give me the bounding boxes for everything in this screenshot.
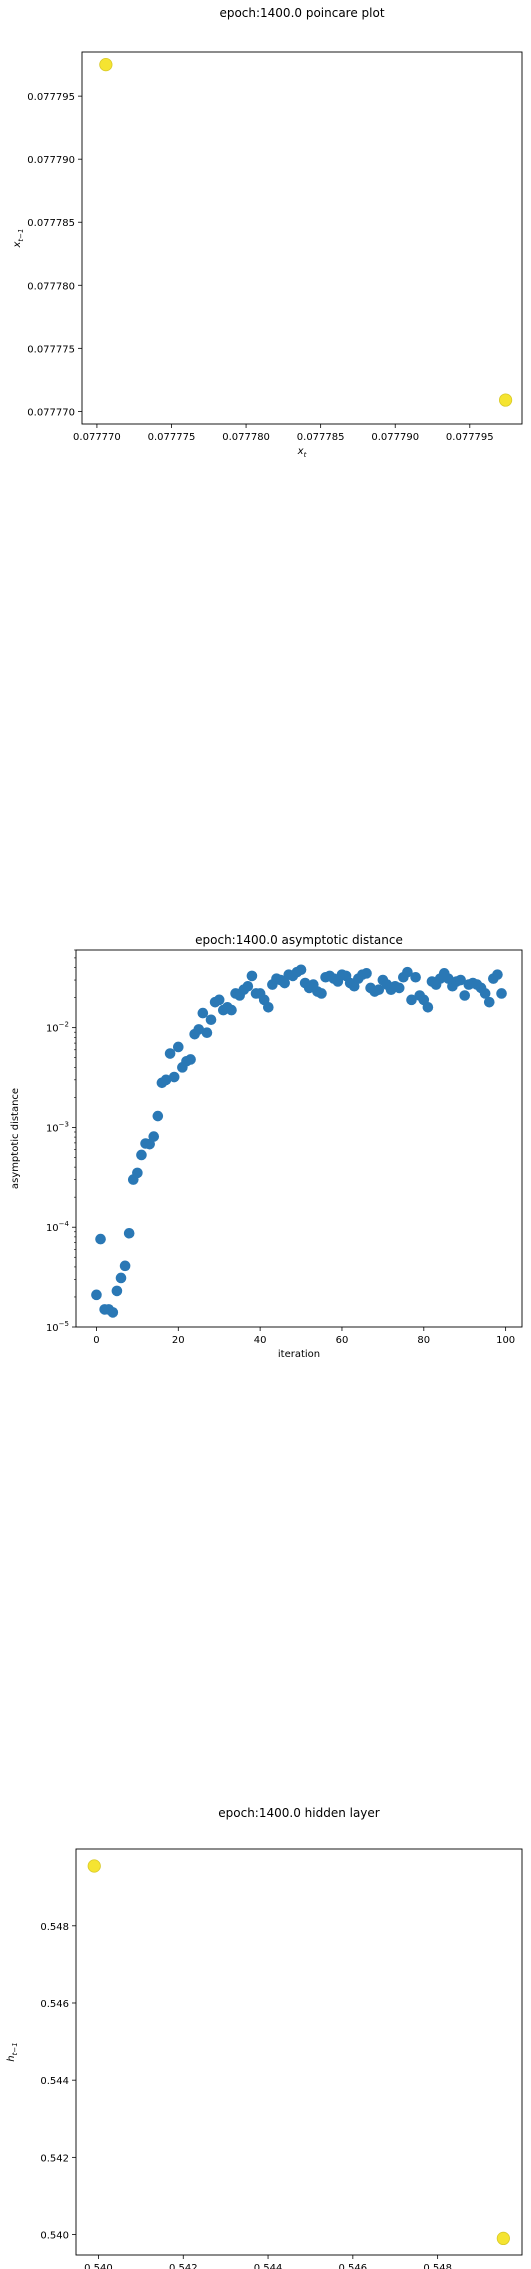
chart-3: epoch:1400.0 hidden layer 0.540 0.542 0.544… — [40, 1806, 523, 2269]
data-point — [115, 1272, 127, 1284]
y-tick-label: 0.077780 — [27, 281, 75, 292]
x-tick-label: 100 — [496, 1335, 515, 1346]
data-point — [316, 988, 327, 999]
x-tick-label: 0.544 — [254, 2263, 283, 2269]
data-point — [483, 996, 495, 1008]
y-axis-label: xt−1 — [12, 229, 25, 249]
data-point — [422, 1001, 434, 1013]
data-point — [152, 1110, 164, 1122]
x-tick-label: 0.077775 — [148, 432, 196, 443]
data-point — [132, 1167, 143, 1179]
data-point — [459, 990, 471, 1001]
x-tick-label: 80 — [417, 1335, 430, 1346]
data-point — [95, 1233, 106, 1245]
data-point — [213, 994, 225, 1006]
data-point — [295, 964, 307, 976]
y-tick-label: 0.077790 — [27, 155, 75, 166]
data-point — [136, 1149, 147, 1161]
chart-title: epoch:1400.0 poincare plot — [219, 6, 384, 20]
data-point — [111, 1285, 123, 1297]
data-point — [279, 977, 290, 989]
data-point — [492, 969, 503, 980]
data-point — [160, 1074, 172, 1086]
x-tick-label: 0.077770 — [73, 432, 121, 443]
data-point — [496, 2231, 510, 2246]
plot-frame — [75, 949, 523, 1328]
data-point — [197, 1007, 209, 1019]
x-tick-label: 0.540 — [84, 2263, 113, 2269]
y-tick-label: 10−2 — [46, 1021, 69, 1035]
data-point — [123, 1227, 135, 1239]
data-point — [107, 1307, 119, 1318]
chart-title: epoch:1400.0 hidden layer — [218, 1806, 380, 1820]
chart-title: epoch:1400.0 asymptotic distance — [195, 933, 403, 947]
y-tick-label: 0.077785 — [27, 218, 75, 229]
data-point — [373, 984, 385, 996]
data-point — [99, 58, 113, 72]
data-point — [119, 1260, 131, 1272]
y-tick-label: 0.548 — [40, 1922, 69, 1933]
x-tick-label: 0.542 — [169, 2263, 198, 2269]
x-tick-label: 60 — [336, 1335, 349, 1346]
data-point — [498, 393, 513, 407]
data-point — [246, 970, 258, 982]
data-point — [406, 994, 417, 1006]
x-tick-label: 0.548 — [423, 2263, 452, 2269]
data-point — [242, 980, 254, 992]
x-tick-label: 0.077795 — [446, 432, 494, 443]
data-point — [455, 974, 466, 986]
y-tick-label: 10−3 — [46, 1120, 69, 1134]
x-tick-label: 0.077785 — [297, 432, 345, 443]
y-tick-label: 0.544 — [40, 2076, 69, 2087]
x-tick-label: 0.546 — [339, 2263, 368, 2269]
data-point — [263, 1001, 274, 1013]
y-tick-label: 10−5 — [46, 1320, 69, 1334]
data-point — [496, 988, 507, 999]
data-point — [410, 971, 421, 983]
x-axis-label: xt — [297, 446, 307, 459]
y-tick-label: 0.546 — [40, 1999, 69, 2010]
y-tick-label: 0.542 — [40, 2153, 69, 2164]
data-point — [185, 1054, 196, 1065]
data-point — [201, 1027, 213, 1038]
y-tick-label: 0.077770 — [27, 407, 75, 418]
y-tick-label: 10−4 — [46, 1220, 70, 1234]
data-point — [361, 968, 372, 979]
x-tick-label: 40 — [254, 1335, 267, 1346]
data-point — [87, 1859, 101, 1873]
data-point — [226, 1004, 237, 1016]
data-point — [393, 982, 405, 994]
data-point — [172, 1041, 184, 1053]
x-tick-label: 0 — [93, 1335, 99, 1346]
x-tick-label: 0.077780 — [222, 432, 270, 443]
y-tick-label: 0.540 — [40, 2231, 69, 2242]
data-point — [148, 1131, 160, 1142]
y-tick-label: 0.077795 — [27, 92, 75, 103]
y-tick-label: 0.077775 — [27, 344, 75, 355]
plot-frame — [75, 1848, 523, 2256]
x-tick-label: 20 — [172, 1335, 185, 1346]
data-point — [402, 966, 413, 978]
data-point — [168, 1071, 180, 1083]
y-axis-label: asymptotic distance — [10, 1088, 21, 1189]
chart-1: epoch:1400.0 poincare plot 0.077770 0.0777… — [27, 6, 523, 443]
data-point — [193, 1024, 205, 1035]
chart-2: epoch:1400.0 asymptotic distance 0 20 40 60 8… — [46, 933, 523, 1346]
data-point — [164, 1048, 176, 1059]
y-axis-label: ht−1 — [6, 2042, 19, 2061]
data-point — [91, 1289, 102, 1301]
data-point — [205, 1014, 217, 1026]
x-tick-label: 0.077790 — [371, 432, 419, 443]
x-axis-label: iteration — [278, 1349, 320, 1360]
data-point — [479, 988, 491, 999]
plot-frame — [81, 51, 523, 425]
